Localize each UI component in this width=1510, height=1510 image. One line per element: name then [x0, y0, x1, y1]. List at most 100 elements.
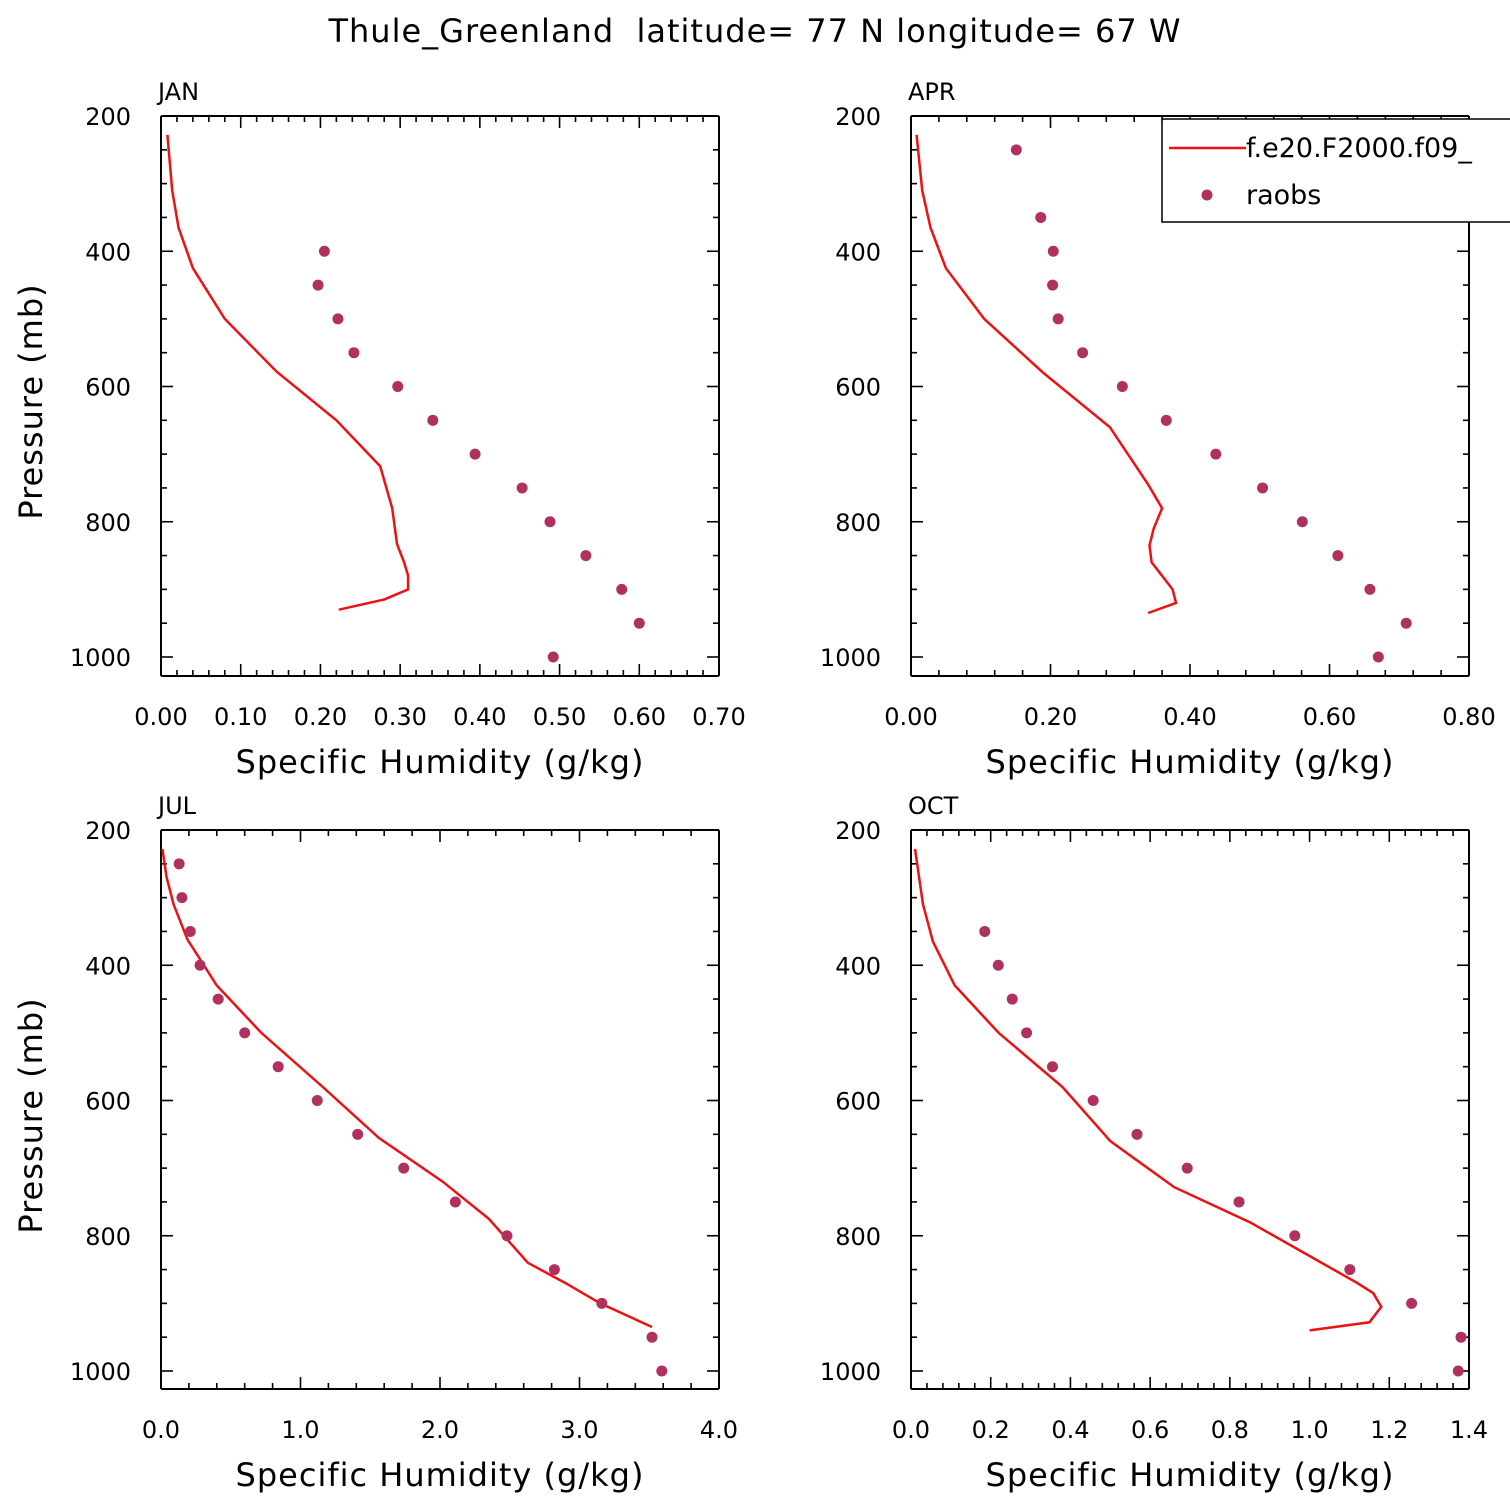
raobs-point [212, 993, 224, 1005]
panel-apr: 0.00 0.20 0.40 0.60 0.80 200 400 600 800 1000 APR S… [820, 78, 1510, 781]
raobs-point [1047, 245, 1059, 257]
raobs-point [1332, 550, 1344, 562]
x-tick-label: 1.2 [1370, 1416, 1408, 1444]
raobs-point [544, 516, 556, 528]
x-tick-label: 4.0 [700, 1416, 738, 1444]
x-tick-label: 0.00 [884, 703, 937, 731]
raobs-point [194, 959, 206, 971]
y-tick-label: 600 [85, 1088, 131, 1116]
y-tick-label: 800 [85, 1223, 131, 1251]
raobs-point [656, 1365, 668, 1377]
y-tick-label: 600 [835, 1088, 881, 1116]
panel-label: JAN [156, 78, 199, 106]
y-tick-label: 200 [835, 103, 881, 131]
raobs-point [312, 279, 324, 291]
y-tick-label: 800 [85, 509, 131, 537]
raobs-point [979, 925, 991, 937]
raobs-point [173, 858, 185, 870]
raobs-point [1233, 1196, 1245, 1208]
raobs-point [992, 959, 1004, 971]
raobs-point [311, 1095, 323, 1106]
x-tick-label: 0.50 [533, 703, 586, 731]
panel-jul: 0.0 1.0 2.0 3.0 4.0 200 400 600 800 1000 JUL Specif… [12, 792, 738, 1494]
y-tick-label: 200 [85, 103, 131, 131]
raobs-point [1160, 414, 1172, 426]
raobs-point [184, 925, 196, 937]
raobs-point [1289, 1230, 1301, 1242]
model-profile-line [166, 134, 410, 611]
raobs-point [1181, 1162, 1193, 1174]
y-tick-label: 800 [835, 509, 881, 537]
raobs-point [547, 651, 559, 663]
raobs-point [1296, 516, 1308, 528]
raobs-point [1257, 482, 1269, 494]
x-tick-label: 0.40 [1163, 703, 1216, 731]
raobs-point [1035, 211, 1047, 223]
legend-model-label: f.e20.F2000.f09_ [1246, 133, 1472, 164]
x-tick-label: 0.60 [1303, 703, 1356, 731]
raobs-point [176, 892, 188, 904]
raobs-point [1372, 651, 1384, 663]
legend-obs-label: raobs [1246, 180, 1321, 211]
model-profile-line [915, 134, 1178, 615]
x-axis-label: Specific Humidity (g/kg) [236, 1456, 645, 1494]
raobs-point [1116, 381, 1128, 392]
raobs-point [501, 1230, 513, 1242]
raobs-point [239, 1027, 251, 1039]
x-tick-label: 0.10 [214, 703, 267, 731]
raobs-point [1006, 993, 1018, 1005]
x-tick-label: 0.80 [1442, 703, 1495, 731]
raobs-point [616, 583, 628, 595]
model-profile-line [161, 848, 653, 1329]
panel-oct: 0.0 0.2 0.4 0.6 0.8 1.0 1.2 1.4 200 400 600 800 1000… [820, 792, 1488, 1494]
model-profile-line [913, 848, 1383, 1332]
raobs-point [398, 1162, 410, 1174]
x-tick-label: 0.0 [142, 1416, 180, 1444]
y-tick-label: 200 [85, 817, 131, 845]
y-tick-label: 400 [85, 952, 131, 980]
raobs-point [1010, 144, 1022, 156]
x-tick-label: 0.20 [294, 703, 347, 731]
x-tick-label: 0.20 [1024, 703, 1077, 731]
raobs-point [332, 313, 344, 325]
y-tick-label: 200 [835, 817, 881, 845]
figure-title: Thule_Greenland latitude= 77 N longitude… [328, 12, 1182, 50]
raobs-point [1077, 347, 1089, 359]
x-tick-label: 1.4 [1450, 1416, 1488, 1444]
raobs-point [1400, 617, 1412, 629]
panel-jan: 0.00 0.10 0.20 0.30 0.40 0.50 0.60 0.70 200 400 60… [12, 78, 746, 781]
raobs-point [352, 1128, 364, 1140]
x-axis-label: Specific Humidity (g/kg) [986, 743, 1395, 781]
raobs-point [348, 347, 360, 359]
x-tick-label: 3.0 [560, 1416, 598, 1444]
legend-dot-swatch [1201, 189, 1213, 201]
raobs-point [1052, 313, 1064, 325]
x-tick-label: 2.0 [421, 1416, 459, 1444]
raobs-point [272, 1061, 284, 1073]
raobs-point [1406, 1297, 1418, 1309]
raobs-point [1047, 279, 1059, 291]
y-tick-label: 400 [835, 238, 881, 266]
x-tick-label: 0.6 [1131, 1416, 1169, 1444]
y-tick-label: 600 [85, 374, 131, 402]
raobs-point [1455, 1331, 1467, 1343]
legend-box [1161, 118, 1510, 223]
raobs-point [580, 550, 592, 562]
raobs-point [1364, 583, 1376, 595]
x-tick-label: 0.8 [1211, 1416, 1249, 1444]
raobs-point [427, 414, 439, 426]
x-tick-label: 1.0 [1290, 1416, 1328, 1444]
x-axis-label: Specific Humidity (g/kg) [236, 743, 645, 781]
y-tick-label: 1000 [820, 644, 881, 672]
x-tick-label: 0.0 [892, 1416, 930, 1444]
y-axis-label: Pressure (mb) [12, 283, 50, 519]
raobs-point [318, 245, 330, 257]
x-tick-label: 0.40 [453, 703, 506, 731]
x-axis-label: Specific Humidity (g/kg) [986, 1456, 1395, 1494]
panel-label: APR [908, 78, 956, 106]
raobs-point [548, 1264, 560, 1276]
raobs-point [1452, 1365, 1464, 1377]
y-tick-label: 1000 [70, 644, 131, 672]
y-axis-label: Pressure (mb) [12, 997, 50, 1233]
